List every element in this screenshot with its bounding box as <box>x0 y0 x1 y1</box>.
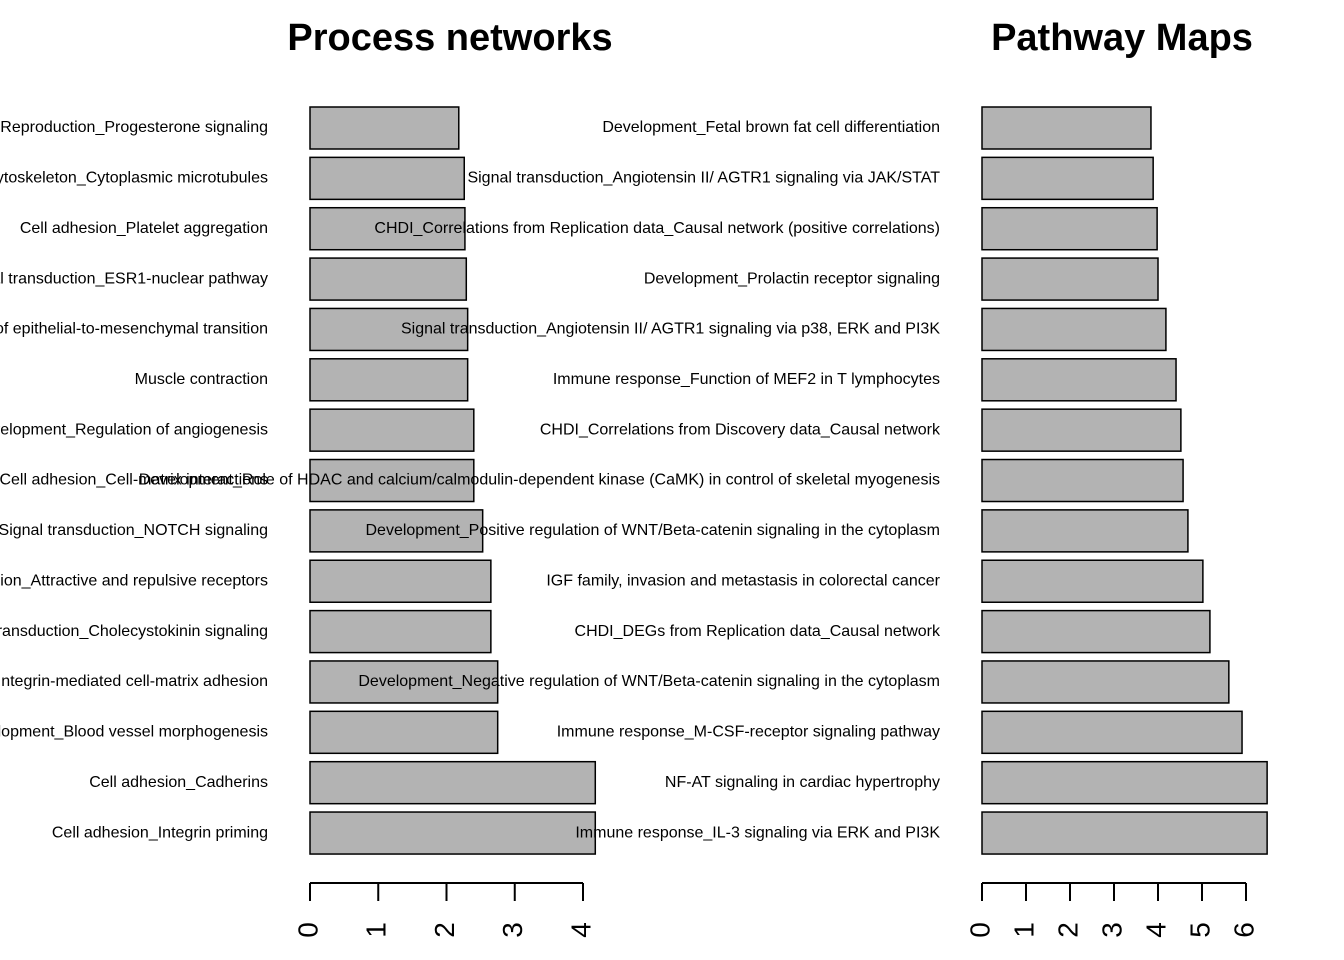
x-tick-label: 3 <box>1096 922 1127 938</box>
bar <box>309 811 597 855</box>
category-label: CHDI_Correlations from Replication data_… <box>374 220 940 237</box>
x-tick-label: 3 <box>497 922 528 938</box>
bar <box>309 358 469 402</box>
x-tick-label: 4 <box>1140 922 1171 938</box>
category-label: Cell adhesion_Cell-matrix interactions <box>0 472 268 489</box>
bar <box>309 760 597 805</box>
bar <box>309 710 499 755</box>
chart-title: Pathway Maps <box>991 17 1253 59</box>
bar <box>309 307 469 352</box>
category-label: Development_Regulation of epithelial-to-… <box>0 321 268 338</box>
chart-title: Process networks <box>287 17 612 59</box>
category-label: Cell adhesion_Platelet aggregation <box>20 220 268 237</box>
bar <box>309 660 499 704</box>
category-label: CHDI_Correlations from Discovery data_Ca… <box>540 421 941 438</box>
bar <box>981 408 1182 452</box>
x-tick-label: 0 <box>292 922 323 938</box>
bar <box>309 609 492 654</box>
category-label: Development_Regulation of angiogenesis <box>0 421 268 438</box>
bar <box>309 458 475 503</box>
category-label: Development_Negative regulation of WNT/B… <box>358 673 940 690</box>
category-label: Immune response_M-CSF-receptor signaling… <box>557 724 940 741</box>
bar <box>981 307 1167 352</box>
bar <box>981 257 1159 301</box>
category-label: Signal transduction_NOTCH signaling <box>0 522 268 539</box>
bar <box>981 458 1184 503</box>
category-label: Reproduction_Progesterone signaling <box>0 119 268 136</box>
bar <box>981 559 1204 603</box>
x-tick-label: 1 <box>361 922 392 938</box>
bar <box>309 509 484 553</box>
x-tick-label: 0 <box>964 922 995 938</box>
bar <box>981 206 1158 251</box>
category-label: Development_Fetal brown fat cell differe… <box>602 119 940 136</box>
category-label: Signal transduction_Angiotensin II/ AGTR… <box>467 170 940 187</box>
bar <box>981 660 1230 704</box>
category-label: Signal transduction_Cholecystokinin sign… <box>0 623 268 640</box>
category-label: CHDI_DEGs from Replication data_Causal n… <box>575 623 941 640</box>
category-label: Cytoskeleton_Cytoplasmic microtubules <box>0 170 268 187</box>
x-tick-label: 5 <box>1184 922 1215 938</box>
category-label: Cell adhesion_Integrin-mediated cell-mat… <box>0 673 268 690</box>
bar <box>981 760 1268 805</box>
category-label: Immune response_IL-3 signaling via ERK a… <box>575 824 940 841</box>
category-label: Signal transduction_Angiotensin II/ AGTR… <box>401 321 940 338</box>
category-label: Development_Role of HDAC and calcium/cal… <box>139 472 940 489</box>
x-tick-label: 1 <box>1008 922 1039 938</box>
x-tick-label: 2 <box>1052 922 1083 938</box>
bar <box>981 609 1211 654</box>
bar <box>981 710 1243 755</box>
category-label: Muscle contraction <box>135 371 268 388</box>
x-tick-label: 2 <box>429 922 460 938</box>
bar <box>309 106 460 150</box>
category-label: Signal transduction_ESR1-nuclear pathway <box>0 270 268 287</box>
category-label: Cell adhesion_Integrin priming <box>52 824 268 841</box>
category-label: Immune response_Function of MEF2 in T ly… <box>553 371 940 388</box>
category-label: IGF family, invasion and metastasis in c… <box>546 572 940 589</box>
bar <box>309 408 475 452</box>
bar <box>981 106 1152 150</box>
x-tick-label: 4 <box>565 922 596 938</box>
category-label: Cell adhesion_Attractive and repulsive r… <box>0 572 268 589</box>
bar <box>309 206 466 251</box>
bar <box>309 559 492 603</box>
bar <box>981 811 1268 855</box>
bar <box>981 509 1189 553</box>
category-label: Development_Positive regulation of WNT/B… <box>365 522 940 539</box>
category-label: Development_Prolactin receptor signaling <box>644 270 940 287</box>
category-label: NF-AT signaling in cardiac hypertrophy <box>665 774 940 791</box>
bar <box>981 156 1154 201</box>
x-tick-label: 6 <box>1228 922 1259 938</box>
category-label: Development_Blood vessel morphogenesis <box>0 724 268 741</box>
bar <box>309 257 468 301</box>
bar <box>309 156 465 201</box>
bar <box>981 358 1177 402</box>
category-label: Cell adhesion_Cadherins <box>89 774 268 791</box>
